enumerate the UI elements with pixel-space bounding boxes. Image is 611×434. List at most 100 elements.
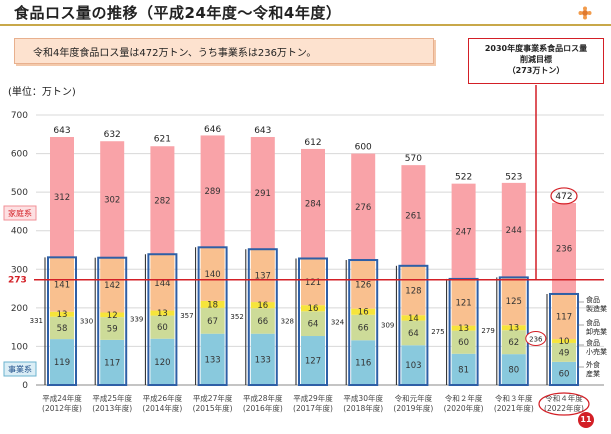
bar-segment-food_service [150, 338, 175, 385]
bar-segment-household [50, 136, 74, 258]
data-label-food_service: 119 [54, 358, 70, 368]
data-label-food_service: 120 [154, 358, 170, 368]
data-label-wholesale: 10 [559, 337, 570, 347]
bar-segment-manufacturing [451, 278, 476, 326]
data-label-retail: 67 [207, 317, 218, 327]
business-highlight-circle [525, 330, 547, 346]
bar-segment-wholesale [351, 308, 376, 315]
y-tick-label: 300 [11, 265, 28, 275]
business-total-label: 330 [80, 317, 93, 325]
business-total-label: 279 [481, 327, 494, 335]
bar-segment-wholesale [501, 325, 526, 331]
household-side-box [3, 205, 37, 221]
x-tick-label: 令和４年度 [545, 393, 583, 403]
bar-segment-household [351, 153, 376, 261]
business-total-label: 331 [30, 317, 43, 325]
data-label-wholesale: 18 [207, 300, 218, 310]
data-label-wholesale: 13 [157, 309, 168, 319]
data-label-food_service: 133 [204, 355, 220, 365]
bar-segment-household [301, 148, 325, 259]
bar-segment-wholesale [100, 312, 125, 318]
x-tick-label: 平成25年度 [92, 393, 132, 403]
target-line-2: 削減目標 [520, 55, 552, 64]
total-label: 632 [104, 130, 121, 140]
bar-segment-manufacturing [100, 257, 125, 313]
total-highlight-circle [550, 187, 578, 205]
bar-segment-household [250, 136, 275, 250]
data-label-retail: 60 [458, 338, 469, 348]
x-tick-label-year: (2014年度) [142, 403, 182, 413]
logo-icon [578, 6, 592, 20]
bar-segment-food_service [250, 333, 275, 385]
bar-segment-food_service [301, 336, 325, 385]
bar-segment-food_service [552, 361, 576, 385]
bar-segment-retail [301, 311, 325, 337]
year-highlight-circle [538, 392, 590, 416]
bar-segment-food_service [50, 339, 74, 385]
data-label-food_service: 103 [405, 361, 421, 371]
target-line-1: 2030年度事業系食品ロス量 [484, 44, 588, 53]
x-tick-label-year: (2020年度) [444, 403, 484, 413]
data-label-manufacturing: 144 [154, 279, 170, 289]
x-tick-label-year: (2012年度) [42, 403, 82, 413]
business-total-label: 309 [381, 321, 394, 329]
x-tick-label: 平成26年度 [143, 393, 183, 403]
bar-segment-retail [200, 307, 225, 334]
x-tick-label-year: (2013年度) [92, 403, 132, 413]
legend-label-retail: 小売業 [586, 347, 607, 356]
data-label-retail: 59 [107, 324, 118, 334]
business-total-label: 357 [180, 312, 193, 320]
x-tick-label-year: (2016年度) [243, 403, 283, 413]
data-label-household: 284 [305, 200, 321, 210]
bar-segment-manufacturing [351, 260, 376, 309]
data-label-wholesale: 14 [408, 314, 419, 324]
page-title: 食品ロス量の推移（平成24年度～令和4年度） [14, 4, 342, 22]
bar-segment-wholesale [301, 305, 325, 312]
data-label-food_service: 133 [255, 355, 271, 365]
x-tick-label-year: (2017年度) [293, 403, 333, 413]
bar-segment-manufacturing [501, 277, 526, 326]
data-label-household: 236 [556, 244, 572, 254]
total-label: 643 [53, 126, 70, 136]
business-total-label: 324 [331, 319, 345, 327]
total-label: 570 [405, 154, 422, 164]
bar-segment-manufacturing [552, 293, 576, 340]
business-total-label: 352 [230, 313, 243, 321]
bar-segment-retail [401, 320, 426, 346]
bar-segment-manufacturing [150, 255, 175, 311]
data-label-manufacturing: 126 [355, 280, 371, 290]
x-tick-label: 平成27年度 [193, 393, 233, 403]
legend-label-food_service: 産業 [586, 369, 600, 378]
target-line-3: （273万トン） [507, 66, 565, 75]
data-label-retail: 62 [508, 338, 519, 348]
total-label: 646 [204, 125, 221, 135]
data-label-retail: 64 [408, 329, 419, 339]
title-underline [0, 24, 611, 26]
bar-segment-retail [250, 308, 275, 334]
data-label-household: 289 [204, 187, 220, 197]
legend-label-manufacturing: 製造業 [586, 304, 607, 313]
legend-label-wholesale: 卸売業 [586, 327, 607, 336]
business-total-label: 275 [431, 328, 444, 336]
business-outline [398, 264, 429, 387]
data-label-manufacturing: 140 [204, 270, 220, 280]
x-tick-label-year: (2022年度) [544, 403, 584, 413]
business-outline [247, 248, 278, 386]
business-outline [549, 292, 579, 387]
data-label-manufacturing: 121 [455, 298, 471, 308]
target-box: 2030年度事業系食品ロス量 削減目標 （273万トン） [468, 38, 604, 84]
data-label-retail: 60 [157, 323, 168, 333]
bar-segment-food_service [451, 353, 476, 385]
page-number: 11 [578, 412, 594, 428]
x-tick-label-year: (2021年度) [494, 403, 534, 413]
y-tick-label: 200 [11, 304, 28, 314]
bar-segment-household [501, 182, 526, 277]
business-total-label: 328 [281, 318, 294, 326]
bar-segment-manufacturing [301, 258, 325, 306]
target-value-label: 273 [8, 276, 27, 286]
legend-label-manufacturing: 食品 [586, 295, 600, 304]
business-outline [97, 256, 128, 387]
data-label-wholesale: 16 [308, 304, 319, 314]
y-tick-label: 400 [11, 227, 28, 237]
